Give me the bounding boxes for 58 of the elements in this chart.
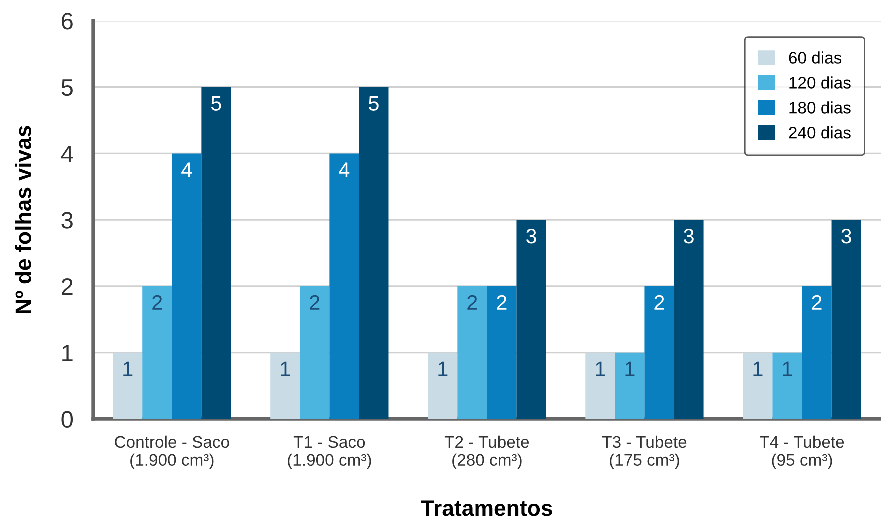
data-label: 4 [182,162,192,178]
data-label: 2 [654,295,664,310]
legend-label: 180 dias [790,102,851,114]
bar [300,286,330,420]
data-label: 2 [497,295,507,310]
data-label: 1 [754,362,763,376]
y-tick-label: 4 [61,146,74,162]
legend-label: 240 dias [789,126,851,139]
bar [487,286,517,420]
bar [832,220,862,420]
y-tick-label: 6 [62,13,73,30]
x-tick-label: T3 - Tubete (175 cm³) [602,436,687,470]
data-label: 4 [339,162,350,178]
data-label: 2 [812,295,822,310]
x-tick-label: T1 - Saco (1.900 cm³) [288,436,372,470]
x-tick-label: T2 - Tubete (280 cm³) [444,436,530,470]
bar [172,154,202,420]
y-tick-label: 5 [62,80,73,96]
y-axis-title: Nº de folhas vivas [15,126,32,314]
data-label: 2 [310,295,320,310]
bar [202,87,232,420]
bar [270,352,300,420]
data-label: 3 [842,228,852,244]
y-tick-label: 2 [62,278,73,296]
bar [458,286,488,420]
x-axis-title: Tratamentos [421,500,552,516]
bar [772,352,802,420]
x-tick-label: T4 - Tubete (95 cm³) [760,436,844,470]
y-tick-label: 1 [62,345,73,362]
bar [644,286,674,420]
data-label: 1 [438,362,448,376]
legend-label: 60 dias [789,52,842,64]
bar [428,352,458,420]
bar [359,87,389,420]
data-label: 1 [626,362,635,376]
data-label: 1 [596,362,606,376]
data-label: 1 [281,362,290,376]
y-tick-label: 3 [62,212,73,229]
x-tick-label: Controle - Saco (1.900 cm³) [115,436,230,470]
legend-label: 120 dias [790,76,851,89]
bar [113,352,143,420]
bar [516,220,546,420]
bar [586,352,616,420]
data-label: 2 [468,295,478,310]
bar [142,286,172,420]
bar [330,154,360,420]
bar [615,352,645,420]
bar [674,220,704,420]
y-tick-label: 0 [62,411,74,428]
data-label: 1 [783,362,792,376]
bar [802,286,832,420]
data-label: 5 [211,96,222,111]
data-label: 2 [152,295,162,310]
data-label: 5 [369,96,379,111]
data-label: 3 [684,228,694,244]
data-label: 3 [526,228,536,244]
bar [743,352,773,420]
data-label: 1 [124,362,133,376]
